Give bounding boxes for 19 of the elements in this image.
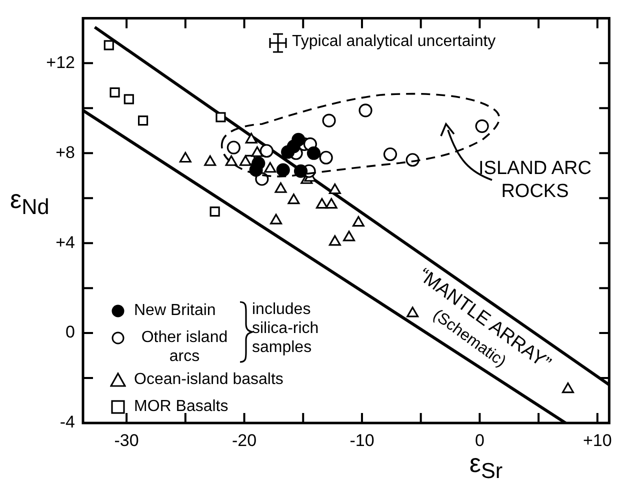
- legend-label: MOR Basalts: [134, 397, 228, 416]
- y-tick-label: +12: [46, 52, 75, 72]
- x-tick-label: 0: [474, 430, 484, 450]
- annotation: Typical analytical uncertainty: [292, 33, 496, 51]
- y-tick-label: 0: [66, 322, 75, 342]
- x-tick-label: -20: [232, 430, 257, 450]
- legend-label: Ocean-island basalts: [134, 370, 284, 389]
- x-axis-title: ε$_{Sr}$: [468, 448, 504, 484]
- annotation: includes silica-rich samples: [252, 300, 320, 357]
- y-tick-label: +4: [56, 232, 75, 252]
- y-tick-label: -4: [60, 412, 75, 432]
- annotation: ISLAND ARC ROCKS: [478, 157, 592, 203]
- y-axis-title: ε$_{Nd}$: [10, 184, 50, 220]
- x-tick-label: -30: [114, 430, 139, 450]
- legend-label: Other island arcs: [140, 328, 229, 366]
- x-tick-label: +10: [582, 430, 612, 450]
- legend-label: New Britain: [134, 301, 216, 320]
- y-tick-label: +8: [56, 142, 75, 162]
- x-tick-label: -10: [350, 430, 374, 450]
